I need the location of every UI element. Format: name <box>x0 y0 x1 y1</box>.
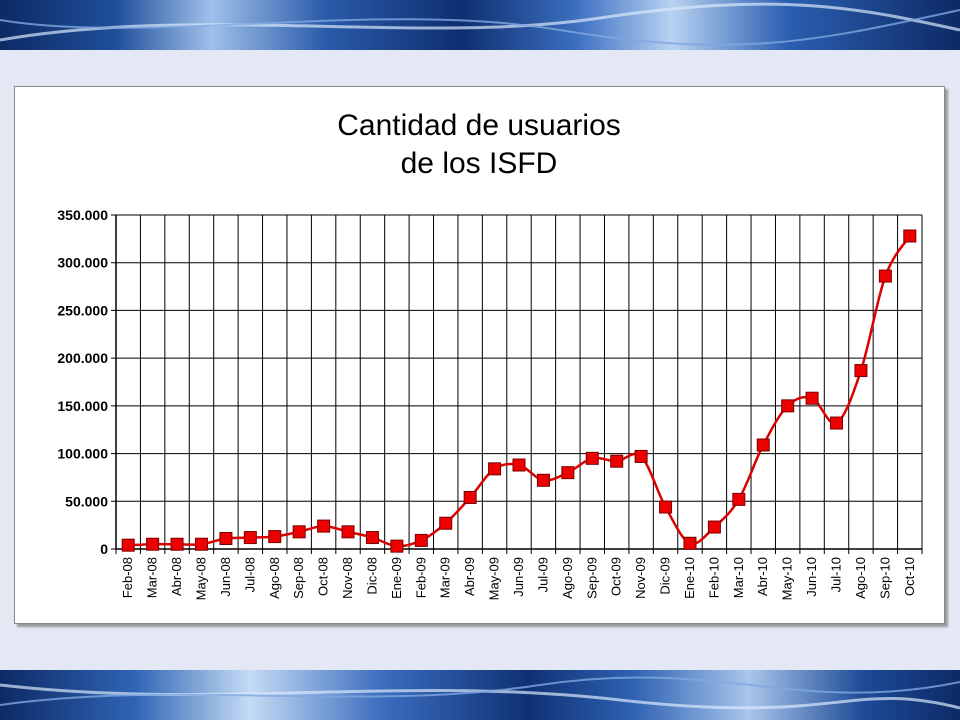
x-tick-label: Oct-10 <box>902 557 917 596</box>
x-tick-label: Abr-10 <box>755 557 770 596</box>
x-tick-label: Jul-08 <box>242 557 257 592</box>
data-point-marker <box>878 269 892 283</box>
x-tick-label: Ene-10 <box>682 557 697 599</box>
data-point-marker <box>512 458 526 472</box>
line-chart: Cantidad de usuarios de los ISFD 0 50.000… <box>57 109 923 600</box>
data-point-marker <box>781 399 795 413</box>
x-tick-label: Feb-09 <box>413 557 428 598</box>
data-point-marker <box>488 462 502 476</box>
x-tick-label: Abr-09 <box>462 557 477 596</box>
data-point-marker <box>903 229 917 243</box>
header-banner-swirl <box>0 2 960 46</box>
x-tick-label: May-09 <box>487 557 502 600</box>
data-point-marker <box>756 438 770 452</box>
y-axis-ticks: 0 50.000 100.000 150.000 200.000 250.000 300.0… <box>57 207 116 557</box>
x-tick-label: Nov-09 <box>633 557 648 599</box>
x-tick-label: Jun-09 <box>511 557 526 597</box>
y-tick-label: 50.000 <box>65 493 108 509</box>
x-tick-label: Mar-09 <box>438 557 453 598</box>
data-point-marker <box>170 537 184 551</box>
data-point-marker <box>194 537 208 551</box>
y-tick-label: 150.000 <box>57 398 108 414</box>
x-tick-label: Jul-10 <box>829 557 844 592</box>
chart-frame: Cantidad de usuarios de los ISFD 0 50.000… <box>14 86 945 624</box>
data-point-marker <box>121 538 135 552</box>
data-point-marker <box>561 466 575 480</box>
data-point-marker <box>536 473 550 487</box>
data-point-marker <box>683 536 697 550</box>
grid-lines <box>115 214 923 550</box>
x-tick-label: May-10 <box>780 557 795 600</box>
x-tick-label: Sep-09 <box>584 557 599 599</box>
x-tick-label: Ago-09 <box>560 557 575 599</box>
data-point-marker <box>707 520 721 534</box>
chart-subtitle: de los ISFD <box>401 147 558 180</box>
y-tick-label: 300.000 <box>57 255 108 271</box>
footer-banner-swirl <box>0 676 960 710</box>
data-point-marker <box>732 492 746 506</box>
x-tick-label: Mar-10 <box>731 557 746 598</box>
x-tick-label: May-08 <box>193 557 208 600</box>
data-point-marker <box>610 454 624 468</box>
x-tick-label: Oct-08 <box>316 557 331 596</box>
x-tick-label: Abr-08 <box>169 557 184 596</box>
data-point-marker <box>414 533 428 547</box>
x-tick-label: Ago-10 <box>853 557 868 599</box>
y-tick-label: 350.000 <box>57 207 108 223</box>
series-usuarios <box>121 229 917 553</box>
data-point-marker <box>243 531 257 545</box>
x-axis-ticks: Feb-08 Mar-08 Abr-08 May-08 Jun-08 Jul-08 Ago-… <box>120 557 917 600</box>
chart-title: Cantidad de usuarios <box>337 109 621 142</box>
series-line <box>128 235 911 548</box>
x-tick-label: Jun-10 <box>804 557 819 597</box>
x-tick-label: Ene-09 <box>389 557 404 599</box>
data-point-marker <box>805 391 819 405</box>
data-point-marker <box>292 525 306 539</box>
x-tick-label: Feb-08 <box>120 557 135 598</box>
data-point-marker <box>830 416 844 430</box>
y-tick-label: 250.000 <box>57 302 108 318</box>
data-point-marker <box>365 531 379 545</box>
y-tick-label: 0 <box>100 541 108 557</box>
x-tick-label: Feb-10 <box>706 557 721 598</box>
data-point-marker <box>439 516 453 530</box>
header-banner <box>0 0 960 50</box>
data-point-marker <box>585 451 599 465</box>
x-tick-label: Nov-08 <box>340 557 355 599</box>
footer-banner <box>0 670 960 720</box>
data-point-marker <box>317 519 331 533</box>
x-tick-label: Oct-09 <box>609 557 624 596</box>
data-point-marker <box>390 539 404 553</box>
x-tick-label: Dic-08 <box>364 557 379 595</box>
data-point-marker <box>268 530 282 544</box>
axes <box>115 215 923 554</box>
data-point-marker <box>146 537 160 551</box>
data-point-marker <box>634 449 648 463</box>
x-tick-label: Mar-08 <box>145 557 160 598</box>
x-tick-label: Jun-08 <box>218 557 233 597</box>
x-tick-label: Sep-10 <box>877 557 892 599</box>
data-point-marker <box>219 532 233 546</box>
x-tick-label: Sep-08 <box>291 557 306 599</box>
x-tick-label: Dic-09 <box>658 557 673 595</box>
data-point-marker <box>854 364 868 378</box>
data-point-marker <box>341 525 355 539</box>
x-tick-label: Ago-08 <box>267 557 282 599</box>
y-tick-label: 200.000 <box>57 350 108 366</box>
data-point-marker <box>463 490 477 504</box>
y-tick-label: 100.000 <box>57 446 108 462</box>
data-point-marker <box>659 500 673 514</box>
x-tick-label: Jul-09 <box>535 557 550 592</box>
